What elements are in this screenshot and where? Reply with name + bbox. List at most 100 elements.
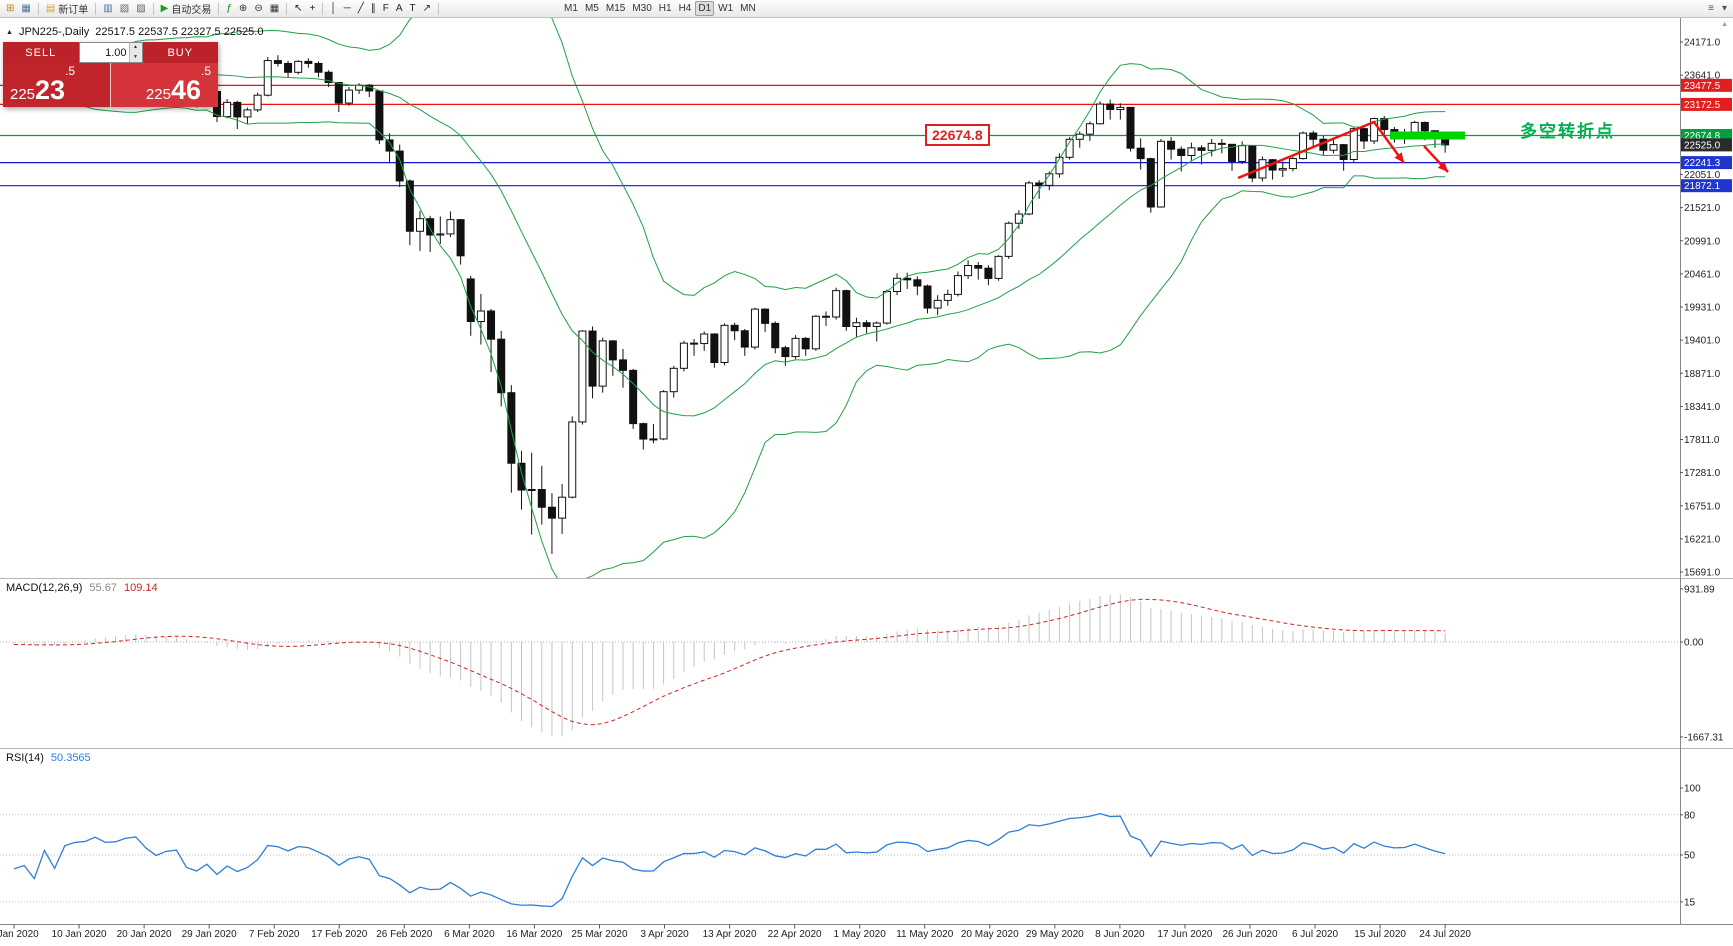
svg-text:20 Jan 2020: 20 Jan 2020 [117,929,172,940]
market-watch-icon[interactable]: ▥ [103,2,113,14]
svg-text:-1667.31: -1667.31 [1684,732,1724,743]
tf-m15-button[interactable]: M15 [605,3,626,14]
rsi-line [13,812,1446,908]
svg-text:19931.0: 19931.0 [1684,303,1721,314]
tile-windows-icon[interactable]: ▦ [269,2,280,14]
svg-text:15: 15 [1684,897,1696,908]
axis-price-badge [1681,138,1732,152]
fibonacci-retracement-icon[interactable]: F [382,2,389,14]
sell-price-button[interactable]: 225 23.5 [3,63,111,107]
svg-text:17 Jun 2020: 17 Jun 2020 [1157,929,1212,940]
svg-text:17811.0: 17811.0 [1684,435,1720,446]
trend-arrow [1237,120,1405,180]
volume-decrease-button[interactable]: ▼ [129,52,142,62]
sell-price-prefix: 225 [10,86,36,103]
volume-stepper: 1.00 ▲ ▼ [78,42,143,63]
equidistant-channel-icon[interactable]: ∥ [370,2,376,14]
toolbar-customize-icon[interactable]: ≡ [1708,2,1714,14]
svg-text:18871.0: 18871.0 [1684,369,1721,380]
macd-name: MACD(12,26,9) [6,582,83,594]
buy-price-frac: .5 [200,64,211,78]
tf-m1-button[interactable]: M1 [564,3,578,14]
buy-price-button[interactable]: 225 46.5 [111,63,218,107]
zoom-in-icon[interactable]: ⊕ [238,2,248,14]
volume-increase-button[interactable]: ▲ [129,43,142,53]
indicator-axis[interactable]: 931.89 0.00 -1667.31 100 80 50 15 [1680,584,1724,908]
rsi-panel[interactable] [0,812,1680,908]
svg-text:17 Feb 2020: 17 Feb 2020 [311,929,368,940]
sell-price-frac: .5 [65,64,76,78]
rsi-indicator-label: RSI(14) 50.3565 [6,752,91,764]
main-panel[interactable] [0,0,1680,586]
svg-text:0.00: 0.00 [1684,638,1704,649]
svg-text:931.89: 931.89 [1684,584,1715,595]
text-label-icon[interactable]: T [409,2,416,14]
auto-trading-button[interactable]: ▶ 自动交易 [160,2,212,16]
volume-input[interactable]: 1.00 [105,46,127,59]
terminal-icon[interactable]: ▨ [136,2,146,14]
chart-title-ohlc: 22517.5 22537.5 22327.5 22525.0 [95,26,264,38]
buy-price-pips: 46 [170,75,201,106]
svg-text:25 Mar 2020: 25 Mar 2020 [571,929,628,940]
zoom-out-icon[interactable]: ⊖ [254,2,263,14]
svg-text:8 Jun 2020: 8 Jun 2020 [1095,929,1145,940]
vertical-line-icon[interactable]: │ [330,2,337,14]
indicators-icon[interactable]: ƒ [226,2,232,14]
svg-text:7 Feb 2020: 7 Feb 2020 [249,929,300,940]
svg-text:6 Jul 2020: 6 Jul 2020 [1292,929,1339,940]
cursor-icon[interactable]: ↖ [294,2,303,14]
macd-main-value: 55.67 [89,582,117,594]
svg-text:22525.0: 22525.0 [1684,140,1721,151]
buy-button[interactable]: BUY [142,42,218,63]
svg-text:13 Apr 2020: 13 Apr 2020 [703,929,757,940]
macd-signal-value: 109.14 [123,582,158,594]
svg-text:24 Jul 2020: 24 Jul 2020 [1419,929,1471,940]
toolbar-separator [438,2,440,15]
svg-text:11 May 2020: 11 May 2020 [896,929,954,940]
svg-text:21872.1: 21872.1 [1684,181,1721,192]
data-window-icon[interactable]: ▧ [119,2,130,14]
new-order-button[interactable]: ▤ 新订单 [45,2,89,16]
svg-text:16 Mar 2020: 16 Mar 2020 [506,929,563,940]
new-chart-icon[interactable]: ⊞ [6,2,15,14]
tf-h1-button[interactable]: H1 [658,3,672,14]
turning-point-note[interactable]: 多空转折点 [1520,122,1615,141]
bollinger-lower [13,97,1446,578]
axis-price-badge [1681,97,1732,111]
sell-button[interactable]: SELL [3,42,79,63]
chart-profiles-icon[interactable]: ▦ [21,2,31,14]
one-click-trading-panel: SELL 1.00 ▲ ▼ BUY 225 23.5 225 46.5 [3,42,218,107]
tf-m5-button[interactable]: M5 [584,3,599,14]
svg-text:10 Jan 2020: 10 Jan 2020 [52,929,107,940]
svg-text:20991.0: 20991.0 [1684,236,1721,247]
tf-w1-button[interactable]: W1 [718,3,734,14]
svg-text:22051.0: 22051.0 [1684,170,1721,181]
svg-text:1 Jan 2020: 1 Jan 2020 [0,929,39,940]
collapse-chart-icon[interactable]: ▲ [6,28,13,36]
price-axis[interactable]: 24171.0 23641.0 22051.0 21521.0 20991.0 20461… [1680,38,1732,579]
horizontal-line-icon[interactable]: ─ [343,2,351,14]
dropdown-icon[interactable]: ▾ [1721,2,1727,14]
svg-text:1 May 2020: 1 May 2020 [834,929,887,940]
date-axis[interactable]: 1 Jan 2020 10 Jan 2020 20 Jan 2020 29 Jan 2… [0,924,1471,941]
axis-price-badge [1681,78,1732,92]
svg-text:6 Mar 2020: 6 Mar 2020 [444,929,495,940]
svg-text:23172.5: 23172.5 [1684,100,1721,111]
trendline-icon[interactable]: ╱ [357,2,364,14]
candles-layer [10,45,1450,554]
arrows-icon[interactable]: ↗ [422,2,432,14]
text-icon[interactable]: A [395,2,403,14]
macd-panel[interactable] [0,594,1680,737]
svg-text:23477.5: 23477.5 [1684,81,1721,92]
svg-text:29 Jan 2020: 29 Jan 2020 [182,929,237,940]
crosshair-icon[interactable]: + [309,2,316,14]
tf-d1-button[interactable]: D1 [695,1,715,16]
scroll-up-icon[interactable]: ▲ [1721,21,1728,28]
svg-text:22 Apr 2020: 22 Apr 2020 [768,929,822,940]
tf-m30-button[interactable]: M30 [632,3,652,14]
tf-h4-button[interactable]: H4 [678,3,692,14]
rsi-value: 50.3565 [50,752,91,764]
price-callout-label[interactable]: 22674.8 [925,124,990,146]
tf-mn-button[interactable]: MN [740,3,756,14]
